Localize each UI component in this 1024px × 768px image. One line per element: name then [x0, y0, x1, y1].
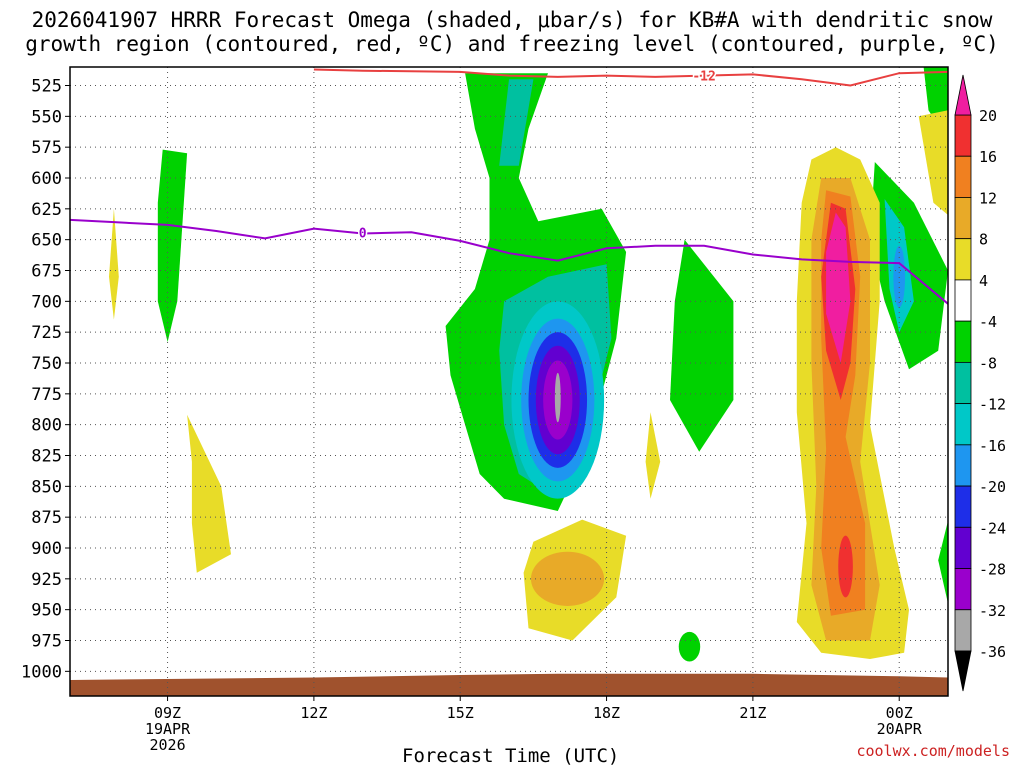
omega-region-p20: [826, 212, 851, 363]
y-tick-label: 775: [31, 385, 62, 405]
x-tick-date: 20APR: [877, 720, 923, 738]
x-tick-label: 18Z: [593, 704, 620, 722]
omega-cell-18z-p8: [530, 551, 605, 606]
colorbar-label: -28: [979, 561, 1006, 579]
title-line-2: growth region (contoured, red, ºC) and f…: [25, 32, 999, 56]
colorbar-bin: [954, 238, 972, 281]
omega-cell-975: [678, 631, 701, 662]
x-tick-label: 12Z: [300, 704, 327, 722]
y-tick-label: 650: [31, 231, 62, 251]
colorbar-bin: [954, 568, 972, 611]
colorbar-label: 16: [979, 148, 997, 166]
colorbar-bin: [954, 155, 972, 198]
y-tick-label: 1000: [21, 662, 62, 682]
y-tick-label: 725: [31, 323, 62, 343]
colorbar-top-arrow: [954, 74, 972, 116]
x-tick-label: 00Z: [886, 704, 913, 722]
y-tick-label: 550: [31, 107, 62, 127]
colorbar-label: -36: [979, 643, 1006, 661]
colorbar-label: -4: [979, 313, 997, 331]
x-tick-year: 2026: [149, 736, 185, 754]
colorbar-bin: [954, 114, 972, 157]
colorbar-bin: [954, 526, 972, 569]
colorbar-bottom-arrow: [954, 650, 972, 692]
freezing-level-contour: [70, 218, 948, 305]
colorbar-bin: [954, 361, 972, 405]
colorbar-label: -32: [979, 602, 1006, 620]
colorbar-label: 8: [979, 231, 988, 249]
y-tick-label: 850: [31, 477, 62, 497]
title-line-1: 2026041907 HRRR Forecast Omega (shaded, …: [31, 8, 993, 32]
colorbar-bin: [954, 197, 972, 240]
colorbar-bin: [954, 320, 972, 363]
omega-cell-08z: [109, 208, 119, 320]
x-tick-label: 21Z: [739, 704, 766, 722]
colorbar-label: 12: [979, 189, 997, 207]
chart-title: 2026041907 HRRR Forecast Omega (shaded, …: [0, 8, 1024, 56]
freezing-level-label: 0: [359, 226, 367, 241]
y-tick-label: 800: [31, 416, 62, 436]
colorbar-bin: [954, 485, 972, 528]
y-tick-label: 875: [31, 508, 62, 528]
omega-cell-00z-m16: [893, 245, 906, 308]
y-tick-label: 900: [31, 539, 62, 559]
y-tick-label: 975: [31, 632, 62, 652]
colorbar-label: -24: [979, 519, 1006, 537]
omega-region-m32: [554, 372, 561, 423]
colorbar-label: 20: [979, 107, 997, 125]
y-tick-label: 825: [31, 447, 62, 467]
x-axis-label: Forecast Time (UTC): [402, 745, 620, 767]
colorbar-label: -16: [979, 437, 1006, 455]
colorbar-bin: [954, 279, 972, 322]
omega-cell-lower-right: [938, 520, 948, 604]
dendritic-minus12-contour: [313, 68, 948, 87]
y-tick-label: 575: [31, 138, 62, 158]
colorbar-label: -12: [979, 396, 1006, 414]
omega-shading: 0 -12: [70, 67, 948, 696]
dendritic-label: -12: [692, 70, 715, 85]
x-tick-date: 19APR: [145, 720, 191, 738]
colorbar-label: 4: [979, 272, 988, 290]
y-tick-label: 625: [31, 200, 62, 220]
omega-cell-10z: [187, 414, 231, 573]
y-tick-label: 750: [31, 354, 62, 374]
credit-link[interactable]: coolwx.com/models: [856, 742, 1010, 760]
colorbar-bin: [954, 444, 972, 487]
omega-cell-09z: [157, 149, 188, 342]
omega-cell-20z: [670, 239, 734, 452]
y-tick-label: 700: [31, 292, 62, 312]
y-tick-label: 950: [31, 601, 62, 621]
x-tick-label: 09Z: [154, 704, 181, 722]
colorbar-bin: [954, 403, 972, 446]
plot-frame: [69, 66, 949, 697]
colorbar-bin: [954, 609, 972, 652]
y-tick-label: 600: [31, 169, 62, 189]
terrain: [70, 673, 948, 696]
x-tick-label: 15Z: [447, 704, 474, 722]
colorbar-label: -8: [979, 354, 997, 372]
y-tick-label: 925: [31, 570, 62, 590]
omega-region-p16-low: [838, 535, 853, 598]
y-tick-label: 675: [31, 262, 62, 282]
y-tick-label: 525: [31, 77, 62, 97]
omega-cell-right-upper: [918, 110, 948, 215]
colorbar-label: -20: [979, 478, 1006, 496]
omega-cell-19z: [645, 412, 661, 499]
omega-region-m8-upper: [499, 79, 534, 166]
